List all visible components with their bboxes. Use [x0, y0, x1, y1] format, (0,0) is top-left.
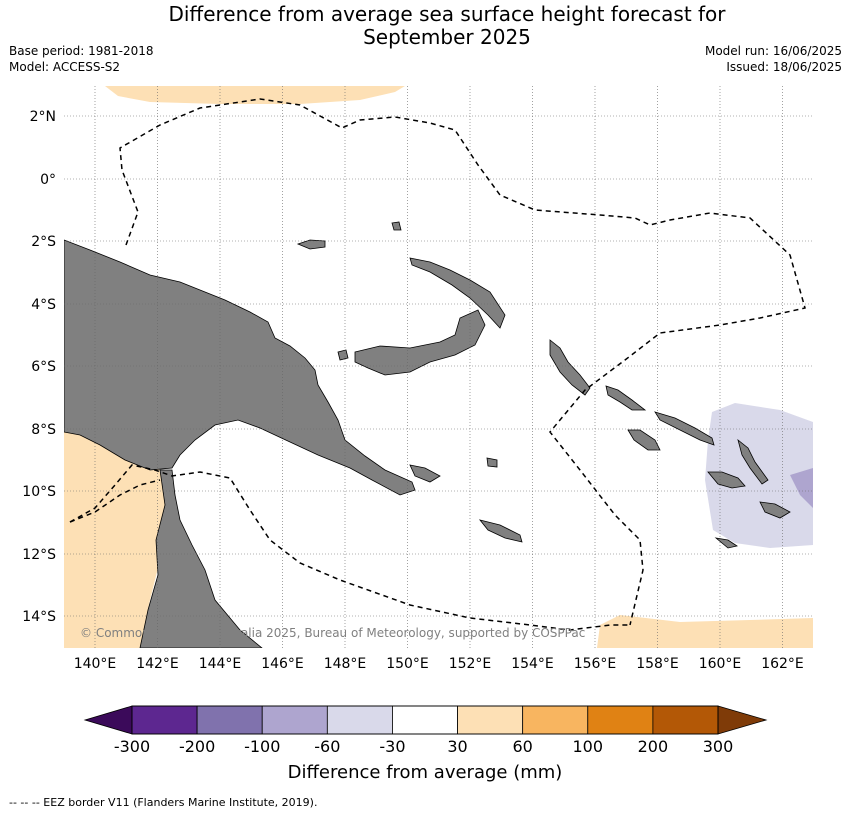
land-choiseul	[605, 385, 647, 411]
graticule	[64, 86, 813, 648]
colorbar-tick-labels: -300 -200 -100 -60 -30 30 60 100 200 300	[114, 737, 733, 756]
land-bougainville	[549, 339, 591, 396]
colorbar-tick-label: -300	[114, 737, 150, 756]
lon-label: 154°E	[511, 656, 554, 672]
colorbar-label: Difference from average (mm)	[288, 762, 563, 783]
colorbar-tick-label: 300	[703, 737, 734, 756]
land-small-island-1	[391, 221, 402, 231]
lon-label: 144°E	[199, 656, 242, 672]
lon-label: 142°E	[136, 656, 179, 672]
anomaly-negative-east-core	[790, 468, 813, 508]
colorbar-tick-label: 30	[447, 737, 467, 756]
land-makira	[707, 471, 746, 489]
land-small-island-3	[714, 537, 739, 549]
eez-border	[119, 98, 806, 626]
lat-axis-labels: 2°N 0° 2°S 4°S 6°S 8°S 10°S 12°S 14°S	[22, 109, 56, 625]
colorbar-segment	[457, 705, 524, 735]
lat-label: 10°S	[22, 484, 56, 500]
issued-date: Issued: 18/06/2025	[726, 60, 842, 74]
colorbar-tick-label: 100	[573, 737, 604, 756]
land-small-island-2	[337, 349, 349, 361]
lon-label: 140°E	[74, 656, 117, 672]
land-malaita	[737, 438, 769, 485]
colorbar-tick-label: -200	[179, 737, 215, 756]
meta-left: Base period: 1981-2018 Model: ACCESS-S2	[9, 43, 154, 75]
colorbar-tick-label: 60	[512, 737, 532, 756]
lat-label: 0°	[40, 172, 56, 188]
colorbar-tick-label: -60	[314, 737, 340, 756]
lon-label: 156°E	[574, 656, 617, 672]
lon-axis-labels: 140°E 142°E 144°E 146°E 148°E 150°E 152°…	[74, 656, 804, 672]
colorbar-segment	[326, 705, 393, 735]
lat-label: 4°S	[31, 297, 56, 313]
lat-label: 12°S	[22, 547, 56, 563]
colorbar-tick-label: -100	[244, 737, 280, 756]
colorbar-segment	[522, 705, 589, 735]
model-run: Model run: 16/06/2025	[704, 44, 842, 58]
colorbar-segments	[131, 705, 719, 735]
colorbar-segment	[392, 705, 458, 735]
lon-label: 158°E	[636, 656, 679, 672]
colorbar-segment	[131, 705, 198, 735]
colorbar-segment	[261, 705, 328, 735]
model-name: Model: ACCESS-S2	[9, 60, 121, 74]
map-title: Difference from average sea surface heig…	[0, 3, 850, 49]
lat-label: 2°S	[31, 234, 56, 250]
eez-border-west	[69, 479, 161, 523]
lon-label: 148°E	[324, 656, 367, 672]
eez-footer-note: -- -- -- EEZ border V11 (Flanders Marine…	[9, 796, 318, 809]
lon-label: 150°E	[386, 656, 429, 672]
colorbar-segment	[587, 705, 654, 735]
land-guadalcanal	[627, 429, 661, 451]
lat-label: 8°S	[31, 422, 56, 438]
land-rennell	[759, 501, 791, 519]
colorbar-tick-label: 200	[638, 737, 669, 756]
land-cape-york	[139, 469, 263, 648]
colorbar-segment	[196, 705, 263, 735]
anomaly-positive-southeast	[597, 615, 813, 648]
colorbar-arrow-max	[717, 705, 768, 735]
land-louisiade	[478, 519, 523, 543]
land-santa-isabel	[654, 411, 715, 446]
colorbar-frame	[131, 705, 719, 735]
anomaly-positive-north	[105, 86, 405, 104]
land-new-britain	[354, 309, 486, 376]
lon-label: 160°E	[699, 656, 742, 672]
colorbar: -300 -200 -100 -60 -30 30 60 100 200 300 Differen…	[83, 705, 768, 783]
colorbar-arrow-min	[83, 705, 133, 735]
lon-label: 152°E	[449, 656, 492, 672]
land-manus	[296, 239, 326, 250]
colorbar-segment	[652, 705, 719, 735]
land-new-ireland	[409, 257, 506, 329]
meta-right: Model run: 16/06/2025 Issued: 18/06/2025	[705, 43, 842, 75]
eez-border-south	[69, 464, 630, 631]
colorbar-tick-label: -30	[379, 737, 405, 756]
base-period: Base period: 1981-2018	[9, 44, 154, 58]
lat-label: 14°S	[22, 609, 56, 625]
title-line-2: September 2025	[363, 25, 531, 49]
lon-label: 146°E	[261, 656, 304, 672]
map-area: © Commonwealth of Australia 2025, Bureau…	[64, 86, 813, 648]
lon-label: 162°E	[761, 656, 804, 672]
lat-label: 6°S	[31, 359, 56, 375]
lat-label: 2°N	[30, 109, 56, 125]
land-small-island-4	[486, 457, 498, 468]
land-dentrecasteaux	[409, 464, 441, 483]
copyright-notice: © Commonwealth of Australia 2025, Bureau…	[80, 626, 585, 640]
title-line-1: Difference from average sea surface heig…	[168, 2, 726, 26]
